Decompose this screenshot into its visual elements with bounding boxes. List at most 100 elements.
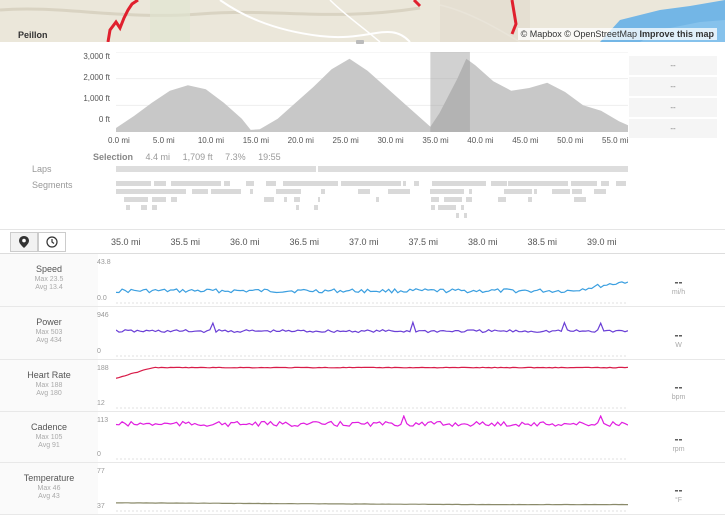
segment-bar[interactable] bbox=[318, 197, 320, 202]
x-tick-label: 50.0 mi bbox=[557, 136, 584, 145]
lap-bar[interactable] bbox=[116, 166, 316, 172]
metric-line bbox=[116, 281, 628, 294]
detail-x-tick-label: 35.5 mi bbox=[170, 237, 201, 247]
segment-bar[interactable] bbox=[574, 197, 586, 202]
selection-elevation: 1,709 ft bbox=[182, 152, 213, 162]
segment-bar[interactable] bbox=[296, 205, 299, 210]
segment-bar[interactable] bbox=[124, 197, 148, 202]
segment-bar[interactable] bbox=[571, 181, 597, 186]
segment-bar[interactable] bbox=[498, 197, 506, 202]
metric-row-temperature: Temperature Max 46 Avg 43 77 37 -- °F bbox=[0, 463, 725, 515]
metric-chart[interactable] bbox=[116, 257, 628, 304]
segment-bar[interactable] bbox=[601, 181, 609, 186]
segment-bar[interactable] bbox=[246, 181, 254, 186]
side-value: -- bbox=[629, 119, 717, 139]
osm-attribution[interactable]: © OpenStreetMap bbox=[564, 29, 637, 39]
segment-bar[interactable] bbox=[464, 213, 467, 218]
segment-bar[interactable] bbox=[461, 205, 464, 210]
segment-bar[interactable] bbox=[376, 197, 379, 202]
segment-bar[interactable] bbox=[152, 197, 166, 202]
segment-bar[interactable] bbox=[456, 213, 459, 218]
segment-bar[interactable] bbox=[250, 189, 253, 194]
segment-bar[interactable] bbox=[594, 189, 606, 194]
detail-x-tick-label: 38.0 mi bbox=[468, 237, 498, 247]
segment-bar[interactable] bbox=[534, 189, 537, 194]
segment-bar[interactable] bbox=[616, 181, 626, 186]
x-tick-label: 40.0 mi bbox=[467, 136, 494, 145]
segments-chart[interactable] bbox=[116, 181, 628, 221]
segment-bar[interactable] bbox=[266, 181, 276, 186]
segment-bar[interactable] bbox=[276, 189, 301, 194]
segment-bar[interactable] bbox=[171, 197, 177, 202]
map-view[interactable]: Peillon © Mapbox © OpenStreetMap Improve… bbox=[0, 0, 725, 42]
time-tab[interactable] bbox=[38, 232, 66, 252]
segment-bar[interactable] bbox=[504, 189, 532, 194]
segment-bar[interactable] bbox=[388, 189, 410, 194]
x-tick-label: 25.0 mi bbox=[332, 136, 359, 145]
metric-current: -- W bbox=[632, 307, 725, 359]
metric-max: Max 23.5 bbox=[34, 276, 64, 283]
selection-label: Selection bbox=[93, 152, 134, 162]
segment-bar[interactable] bbox=[431, 197, 439, 202]
segment-bar[interactable] bbox=[430, 189, 464, 194]
segment-bar[interactable] bbox=[224, 181, 230, 186]
segment-bar[interactable] bbox=[171, 181, 221, 186]
segment-bar[interactable] bbox=[116, 181, 151, 186]
metric-current: -- bpm bbox=[632, 360, 725, 411]
segment-bar[interactable] bbox=[341, 181, 401, 186]
segment-bar[interactable] bbox=[321, 189, 325, 194]
metric-chart[interactable] bbox=[116, 415, 628, 460]
metric-chart[interactable] bbox=[116, 310, 628, 357]
selection-highlight[interactable] bbox=[430, 52, 470, 132]
segment-bar[interactable] bbox=[466, 197, 472, 202]
metric-chart[interactable] bbox=[116, 363, 628, 409]
segment-bar[interactable] bbox=[508, 181, 568, 186]
segment-bar[interactable] bbox=[403, 181, 406, 186]
segment-bar[interactable] bbox=[126, 205, 130, 210]
mapbox-attribution[interactable]: © Mapbox bbox=[520, 29, 562, 39]
segment-bar[interactable] bbox=[431, 205, 435, 210]
segment-bar[interactable] bbox=[283, 181, 338, 186]
segment-bar[interactable] bbox=[211, 189, 241, 194]
segment-bar[interactable] bbox=[154, 181, 166, 186]
y-tick-label: 1,000 ft bbox=[83, 94, 110, 103]
side-value: -- bbox=[629, 77, 717, 97]
map-place-label: Peillon bbox=[18, 30, 48, 40]
segment-bar[interactable] bbox=[438, 205, 456, 210]
x-tick-label: 45.0 mi bbox=[512, 136, 539, 145]
segment-bar[interactable] bbox=[192, 189, 208, 194]
segment-bar[interactable] bbox=[552, 189, 570, 194]
segment-bar[interactable] bbox=[284, 197, 287, 202]
segment-bar[interactable] bbox=[116, 189, 186, 194]
segment-bar[interactable] bbox=[469, 189, 472, 194]
improve-map-link[interactable]: Improve this map bbox=[639, 29, 714, 39]
metric-name: Heart Rate bbox=[27, 370, 71, 380]
segment-bar[interactable] bbox=[294, 197, 300, 202]
x-tick-label: 0.0 mi bbox=[108, 136, 130, 145]
x-tick-label: 10.0 mi bbox=[197, 136, 225, 145]
segment-bar[interactable] bbox=[358, 189, 370, 194]
segment-bar[interactable] bbox=[432, 181, 486, 186]
x-axis-ticks: 0.0 mi 5.0 mi 10.0 mi 15.0 mi 20.0 mi 25.0 mi… bbox=[0, 136, 725, 148]
segment-bar[interactable] bbox=[528, 197, 532, 202]
segment-bar[interactable] bbox=[491, 181, 507, 186]
map-tab[interactable] bbox=[10, 232, 38, 252]
resize-handle[interactable] bbox=[356, 40, 364, 44]
segment-bar[interactable] bbox=[572, 189, 582, 194]
metric-row-power: Power Max 503 Avg 434 946 0 -- W bbox=[0, 307, 725, 360]
clock-icon bbox=[46, 236, 58, 248]
metric-value: -- bbox=[674, 380, 683, 394]
segment-bar[interactable] bbox=[152, 205, 157, 210]
segment-bar[interactable] bbox=[444, 197, 462, 202]
segment-bar[interactable] bbox=[314, 205, 318, 210]
metric-chart[interactable] bbox=[116, 466, 628, 512]
metric-avg: Avg 43 bbox=[38, 493, 60, 500]
metric-row-cadence: Cadence Max 105 Avg 91 113 0 -- rpm bbox=[0, 412, 725, 463]
detail-x-tick-label: 39.0 mi bbox=[587, 237, 617, 247]
segment-bar[interactable] bbox=[264, 197, 274, 202]
lap-bar[interactable] bbox=[318, 166, 628, 172]
detail-x-tick-label: 37.5 mi bbox=[408, 237, 439, 247]
elevation-chart[interactable] bbox=[116, 52, 628, 132]
segment-bar[interactable] bbox=[414, 181, 419, 186]
segment-bar[interactable] bbox=[141, 205, 147, 210]
